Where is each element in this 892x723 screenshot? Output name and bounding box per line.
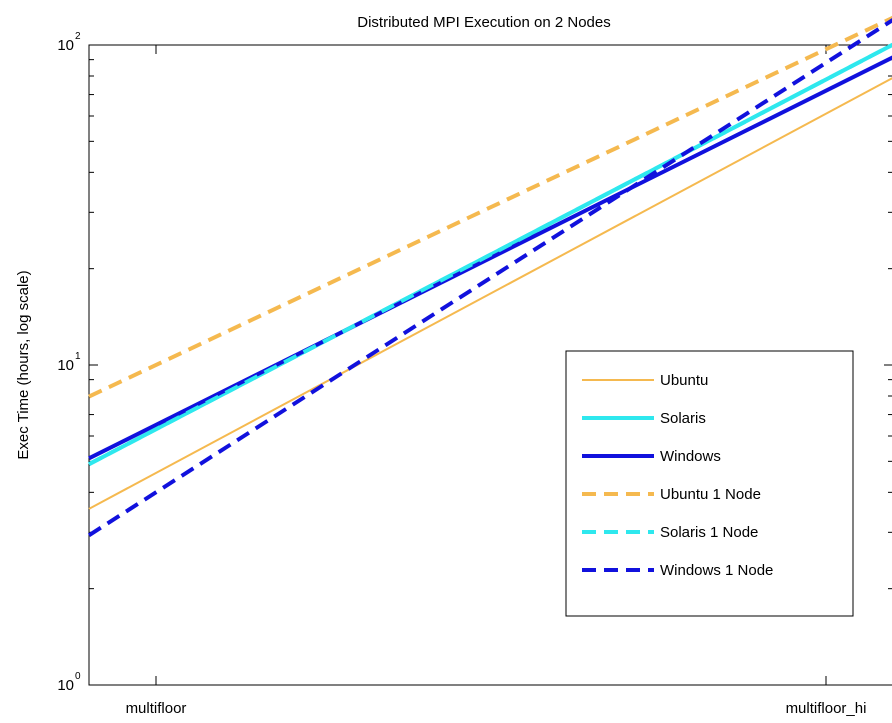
legend-item: Windows: [582, 448, 721, 465]
series-line-solaris-1-node: [88, 42, 892, 466]
y-tick-label-exponent: 1: [75, 351, 81, 362]
legend-label: Solaris: [660, 410, 706, 427]
x-tick-label: multifloor_hi: [786, 700, 867, 717]
legend-item: Windows 1 Node: [582, 562, 773, 579]
y-tick-label-base: 10: [57, 677, 74, 694]
y-tick-label-exponent: 0: [75, 671, 81, 682]
legend-label: Ubuntu 1 Node: [660, 486, 761, 503]
y-tick-label: 101: [57, 351, 81, 374]
series-line-ubuntu: [88, 77, 892, 510]
y-tick-label: 102: [57, 31, 81, 54]
legend-label: Windows 1 Node: [660, 562, 773, 579]
chart-title: Distributed MPI Execution on 2 Nodes: [357, 14, 610, 31]
series-line-windows-1-node: [87, 18, 892, 537]
y-tick-label-base: 10: [57, 37, 74, 54]
legend-label: Ubuntu: [660, 372, 708, 389]
y-tick-label-exponent: 2: [75, 31, 81, 42]
legend: Ubuntu Solaris Windows Ubuntu 1 Node Solaris…: [565, 350, 854, 617]
legend-label: Solaris 1 Node: [660, 524, 758, 541]
series-lines: [87, 15, 892, 537]
legend-item: Solaris 1 Node: [582, 524, 758, 541]
y-tick-label-base: 10: [57, 357, 74, 374]
legend-item: Ubuntu: [582, 372, 708, 389]
legend-item: Solaris: [582, 410, 706, 427]
x-tick-label: multifloor: [126, 700, 187, 717]
legend-label: Windows: [660, 448, 721, 465]
y-tick-label: 100: [57, 671, 81, 694]
series-line-windows: [88, 55, 892, 461]
series-line-ubuntu-1-node: [88, 15, 892, 399]
legend-item: Ubuntu 1 Node: [582, 486, 761, 503]
y-axis-label: Exec Time (hours, log scale): [15, 270, 32, 459]
